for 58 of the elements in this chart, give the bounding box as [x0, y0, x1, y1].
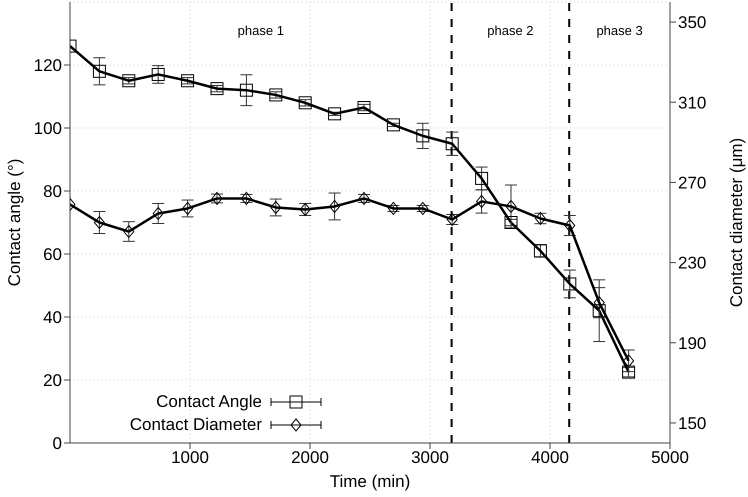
x-tick-label: 3000: [411, 448, 449, 468]
y2-tick-label: 230: [678, 254, 706, 273]
point: [504, 216, 518, 229]
y2-tick-label: 150: [678, 414, 706, 433]
y-tick-label: 100: [34, 119, 62, 138]
point: [152, 68, 165, 81]
legend-label: Contact Diameter: [130, 414, 262, 434]
point: [329, 200, 340, 213]
point: [123, 225, 134, 238]
point: [592, 304, 606, 318]
y-tick-label: 20: [43, 371, 62, 390]
point: [358, 101, 370, 114]
point: [416, 129, 430, 142]
y-tick-label: 80: [43, 182, 62, 202]
y-tick-label: 0: [52, 434, 62, 454]
point: [328, 107, 342, 120]
point: [240, 84, 253, 97]
y-tick-label: 60: [43, 245, 62, 264]
point: [181, 74, 194, 88]
point: [270, 200, 282, 214]
point: [122, 74, 136, 88]
y2-tick-label: 270: [678, 173, 706, 192]
x-axis-title: Time (min): [330, 472, 410, 491]
y2-tick-label: 190: [678, 334, 706, 353]
point: [476, 194, 488, 208]
annotation: phase 2: [487, 23, 534, 38]
point: [182, 202, 194, 215]
y-tick-label: 40: [43, 308, 62, 328]
x-tick-label: 1000: [171, 448, 209, 468]
point: [563, 277, 576, 290]
x-tick-label: 2000: [291, 448, 329, 468]
point: [92, 64, 106, 78]
point: [594, 296, 605, 310]
annotation: phase 1: [238, 23, 284, 38]
point: [388, 202, 399, 215]
y2-axis-title: Contact diameter (μm): [727, 138, 746, 308]
legend-label: Contact Angle: [156, 392, 262, 412]
annotation: phase 3: [596, 23, 643, 38]
point: [240, 192, 252, 205]
point: [152, 206, 164, 220]
point: [210, 82, 224, 96]
point: [94, 216, 105, 229]
point: [298, 96, 312, 110]
point: [564, 219, 576, 232]
y-axis-title: Contact angle (°): [5, 158, 24, 286]
point: [446, 137, 459, 150]
x-tick-label: 4000: [531, 448, 569, 468]
point: [506, 200, 516, 213]
point: [386, 118, 400, 132]
y-tick-label: 120: [34, 56, 62, 76]
point: [417, 202, 428, 215]
y2-tick-label: 350: [678, 13, 706, 32]
x-tick-label: 5000: [651, 448, 689, 468]
point: [358, 192, 370, 205]
point: [269, 88, 282, 102]
y2-tick-label: 310: [678, 93, 706, 112]
point: [475, 172, 488, 185]
point: [623, 354, 634, 368]
